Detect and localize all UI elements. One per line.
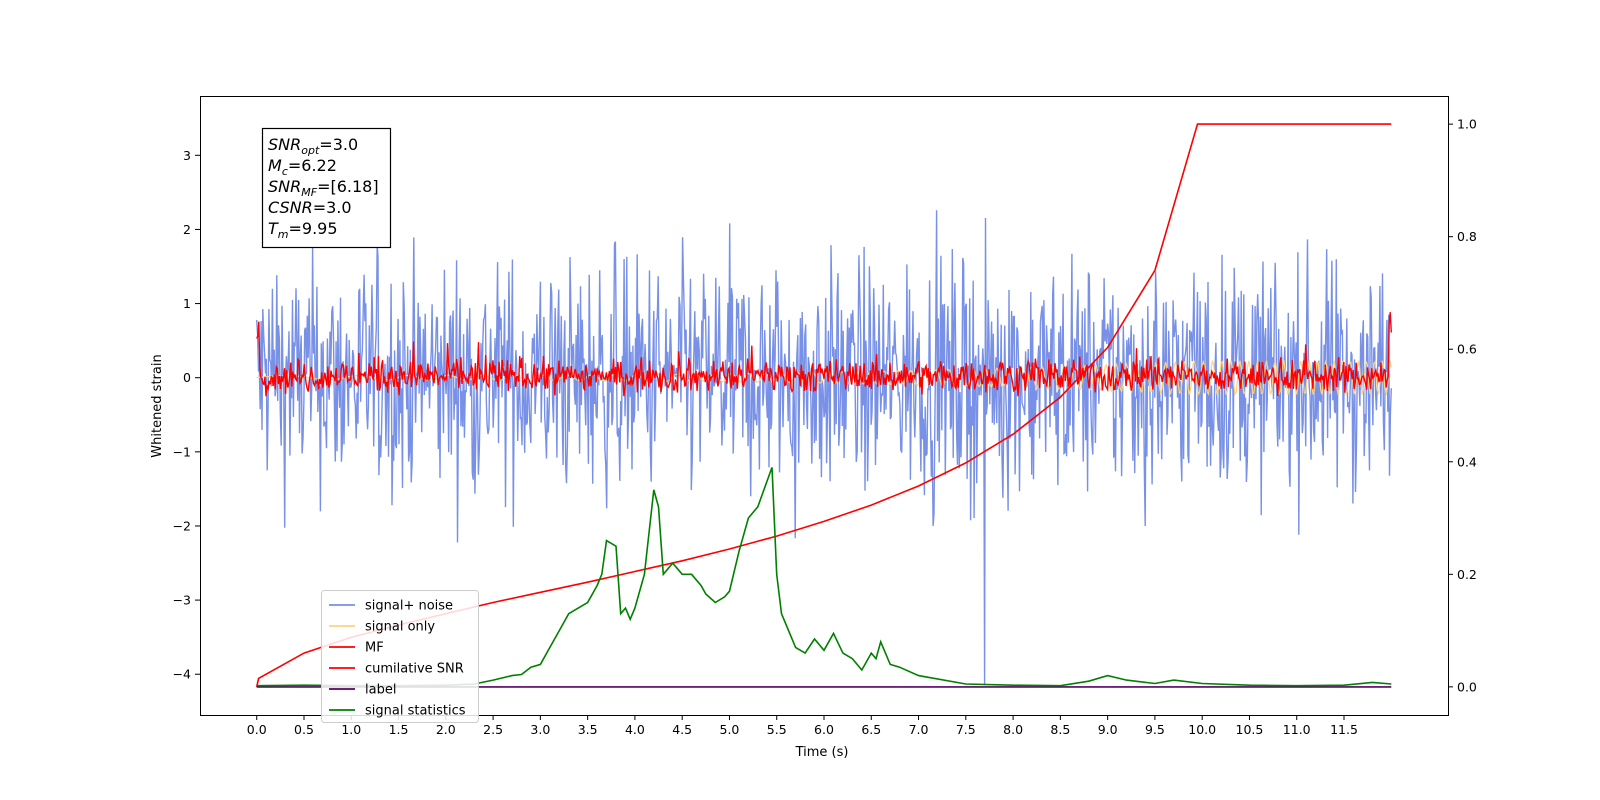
y-tick-label: 1 [183, 296, 191, 311]
x-axis-label: Time (s) [795, 745, 849, 760]
series-signal-statistics-line [256, 467, 1392, 687]
x-tick-label: 10.5 [1236, 722, 1264, 737]
x-tick-label: 2.0 [436, 722, 456, 737]
series-signal-noise-line [256, 210, 1392, 686]
x-tick-label: 10.0 [1188, 722, 1216, 737]
legend-entry-label: signal only [365, 620, 435, 635]
x-tick-label: 9.0 [1098, 722, 1118, 737]
y2-tick-label: 0.2 [1457, 567, 1477, 582]
annotation-line: SNRMF=[6.18] [268, 177, 379, 199]
legend: signal+ noise signal only MF cumilative SNR… [321, 590, 479, 723]
x-tick-label: 6.5 [861, 722, 881, 737]
series-mf-line [256, 312, 1392, 397]
x-tick-label: 5.5 [767, 722, 787, 737]
y-tick-label: 3 [183, 148, 191, 163]
y-tick-label: −2 [173, 518, 191, 533]
x-axis: 0.0 0.5 1.0 1.5 2.0 2.5 3.0 3.5 4.0 4.5 5.0 5.5 6.0 6… [247, 715, 1358, 737]
x-tick-label: 8.5 [1050, 722, 1070, 737]
annotation-line: CSNR=3.0 [268, 198, 352, 217]
legend-frame [321, 590, 479, 723]
annotation-box-frame [261, 127, 392, 249]
annotation-line: Tm=9.95 [268, 219, 338, 241]
x-tick-label: 1.0 [341, 722, 361, 737]
x-tick-label: 6.0 [814, 722, 834, 737]
x-tick-label: 5.0 [720, 722, 740, 737]
legend-entry-label: label [365, 683, 396, 698]
y-axis-left: 3 2 1 0 −1 −2 −3 −4 [173, 148, 200, 682]
x-tick-label: 9.5 [1145, 722, 1165, 737]
legend-entry-label: cumilative SNR [365, 662, 464, 677]
x-tick-label: 3.5 [578, 722, 598, 737]
y-tick-label: 0 [183, 370, 191, 385]
x-tick-label: 3.0 [530, 722, 550, 737]
y2-tick-label: 1.0 [1457, 117, 1477, 132]
y-tick-label: −1 [173, 444, 191, 459]
x-tick-label: 1.5 [389, 722, 409, 737]
annotation-line: Mc=6.22 [268, 156, 337, 178]
legend-entry-label: signal+ noise [365, 599, 453, 614]
x-tick-label: 11.5 [1330, 722, 1358, 737]
y2-tick-label: 0.6 [1457, 342, 1477, 357]
x-tick-label: 11.0 [1283, 722, 1311, 737]
x-tick-label: 0.0 [247, 722, 267, 737]
x-tick-label: 0.5 [294, 722, 314, 737]
x-tick-label: 4.5 [672, 722, 692, 737]
y-tick-label: −4 [173, 667, 191, 682]
y2-tick-label: 0.4 [1457, 454, 1477, 469]
y-tick-label: −3 [173, 593, 191, 608]
x-tick-label: 7.0 [909, 722, 929, 737]
y-axis-right: 1.0 0.8 0.6 0.4 0.2 0.0 [1448, 117, 1477, 694]
y2-tick-label: 0.8 [1457, 229, 1477, 244]
annotation-line: SNRopt=3.0 [268, 135, 358, 157]
legend-entry-label: signal statistics [365, 704, 466, 719]
x-tick-label: 4.0 [625, 722, 645, 737]
y-tick-label: 2 [183, 222, 191, 237]
x-tick-label: 7.5 [956, 722, 976, 737]
y2-tick-label: 0.0 [1457, 679, 1477, 694]
y-axis-label: Whitened strain [150, 354, 165, 457]
x-tick-label: 2.5 [483, 722, 503, 737]
legend-entry-label: MF [365, 641, 384, 656]
x-tick-label: 8.0 [1003, 722, 1023, 737]
